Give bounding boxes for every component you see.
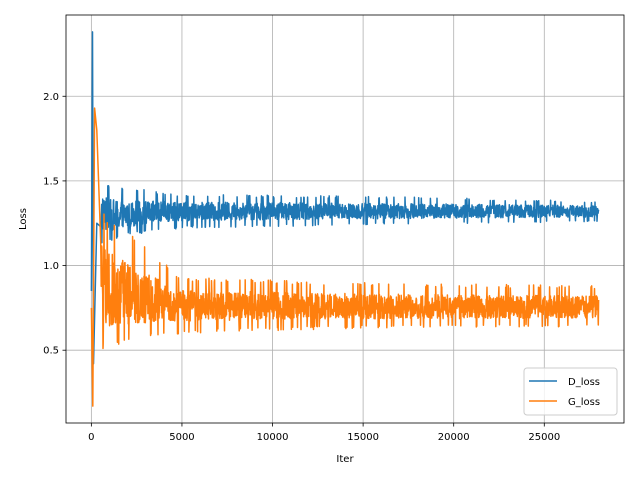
x-tick-label: 15000: [347, 432, 379, 443]
series-layer: [90, 31, 600, 407]
series-line-d-loss: [90, 31, 600, 365]
legend-label-g-loss: G_loss: [568, 397, 600, 408]
legend-label-d-loss: D_loss: [568, 377, 600, 388]
legend: D_loss G_loss: [523, 367, 618, 416]
x-tick-label: 20000: [438, 432, 470, 443]
y-tick-label: 0.5: [43, 346, 59, 357]
x-tick-label: 25000: [528, 432, 560, 443]
plot-frame: [65, 14, 625, 424]
y-tick-label: 2.0: [43, 92, 59, 103]
x-tick-label: 5000: [169, 432, 194, 443]
y-tick-label: 1.0: [43, 261, 59, 272]
y-axis-ticks: 0.5 1.0 1.5 2.0: [43, 92, 66, 357]
x-tick-label: 10000: [257, 432, 289, 443]
x-axis-ticks: 0 5000 10000 15000 20000 25000: [88, 423, 560, 443]
x-axis-label: Iter: [336, 454, 354, 465]
series-line-g-loss: [90, 107, 600, 407]
y-tick-label: 1.5: [43, 176, 59, 187]
y-axis-label: Loss: [18, 208, 29, 230]
legend-box: [523, 367, 618, 416]
x-tick-label: 0: [88, 432, 94, 443]
